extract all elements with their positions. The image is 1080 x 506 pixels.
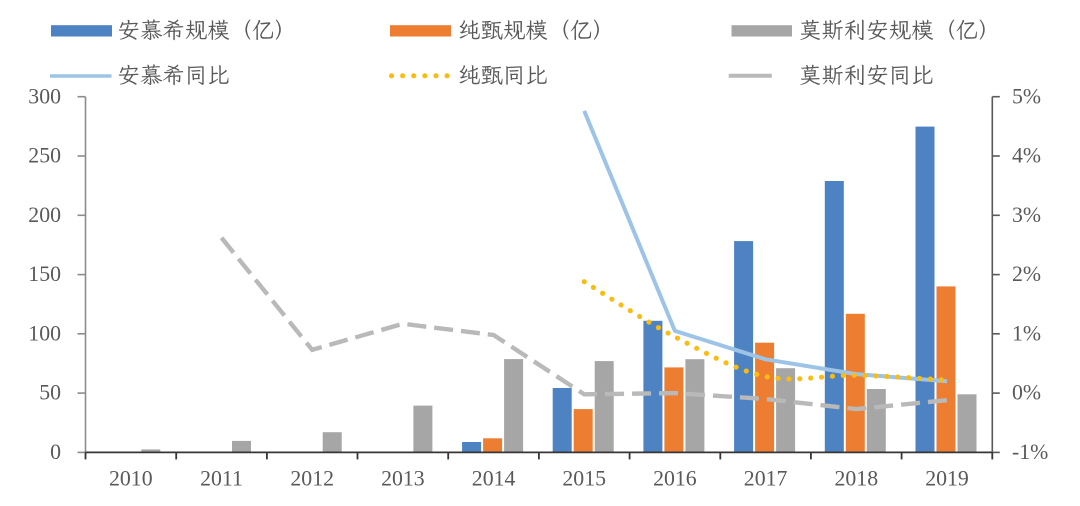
svg-text:2019: 2019 — [925, 467, 969, 491]
svg-text:2012: 2012 — [290, 467, 334, 491]
svg-text:150: 150 — [28, 262, 61, 286]
svg-text:1%: 1% — [1012, 321, 1041, 345]
svg-text:2018: 2018 — [835, 467, 879, 491]
svg-text:3%: 3% — [1012, 203, 1041, 227]
svg-text:-1%: -1% — [1012, 440, 1048, 464]
svg-text:250: 250 — [28, 144, 61, 168]
svg-text:2010: 2010 — [109, 467, 153, 491]
svg-text:2016: 2016 — [653, 467, 697, 491]
svg-text:2017: 2017 — [744, 467, 788, 491]
svg-text:50: 50 — [39, 381, 61, 405]
svg-text:5%: 5% — [1012, 84, 1041, 108]
svg-text:4%: 4% — [1012, 144, 1041, 168]
svg-text:2015: 2015 — [562, 467, 606, 491]
svg-text:0: 0 — [50, 440, 61, 464]
svg-text:200: 200 — [28, 203, 61, 227]
svg-text:2013: 2013 — [381, 467, 425, 491]
svg-text:300: 300 — [28, 84, 61, 108]
svg-text:2%: 2% — [1012, 262, 1041, 286]
svg-text:2014: 2014 — [472, 467, 516, 491]
svg-text:100: 100 — [28, 321, 61, 345]
svg-text:0%: 0% — [1012, 381, 1041, 405]
svg-text:2011: 2011 — [200, 467, 243, 491]
